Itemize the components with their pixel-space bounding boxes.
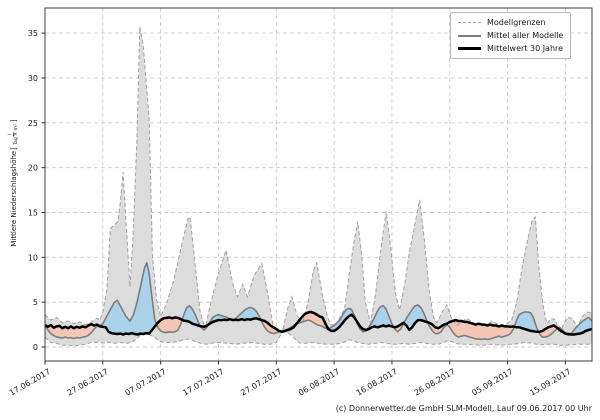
model-mean-line bbox=[44, 261, 593, 341]
y-axis-unit-bracket-close: ] bbox=[10, 119, 18, 123]
y-tick-label: 15 bbox=[28, 208, 38, 217]
x-tick-label: 17.07.2017 bbox=[181, 367, 225, 398]
x-tick-label: 26.08.2017 bbox=[413, 367, 457, 398]
x-tick-label: 16.08.2017 bbox=[355, 367, 399, 398]
copyright-text: (c) Donnerwetter.de GmbH SLM-Modell, Lau… bbox=[335, 404, 592, 413]
legend-label: Mittelwert 30 Jahre bbox=[487, 44, 564, 53]
x-tick-label: 27.06.2017 bbox=[66, 367, 110, 398]
y-axis-label-text: Mittlere Niederschlagshöhe bbox=[10, 150, 18, 247]
legend-label: Mittel aller Modelle bbox=[487, 31, 564, 40]
y-tick-label: 25 bbox=[28, 119, 38, 128]
dashed-line-sample-icon bbox=[458, 22, 481, 23]
y-tick-label: 35 bbox=[28, 29, 38, 38]
y-axis-unit-bracket-open: [ bbox=[10, 147, 18, 150]
model-max-line bbox=[44, 26, 593, 337]
thick-line-sample-icon bbox=[458, 47, 481, 50]
y-tick-label: 30 bbox=[28, 74, 38, 83]
x-tick-label: 27.07.2017 bbox=[239, 367, 283, 398]
y-axis-label: Mittlere Niederschlagshöhe [ l Tag × m² … bbox=[8, 119, 20, 247]
x-tick-label: 06.08.2017 bbox=[297, 367, 341, 398]
y-axis-unit-denominator: Tag × m² bbox=[14, 124, 20, 146]
y-tick-label: 0 bbox=[33, 343, 38, 352]
y-tick-label: 10 bbox=[28, 253, 38, 262]
legend-item-modellgrenzen: Modellgrenzen bbox=[458, 17, 563, 28]
x-tick-label: 05.09.2017 bbox=[470, 367, 514, 398]
legend-item-mittel-aller-modelle: Mittel aller Modelle bbox=[458, 30, 563, 41]
legend: Modellgrenzen Mittel aller Modelle Mitte… bbox=[450, 12, 572, 59]
y-tick-label: 5 bbox=[33, 298, 38, 307]
y-tick-label: 20 bbox=[28, 164, 38, 173]
x-tick-label: 07.07.2017 bbox=[123, 367, 167, 398]
y-axis-unit-fraction: l Tag × m² bbox=[8, 124, 20, 145]
mean-30yr-line bbox=[44, 310, 593, 336]
x-tick-label: 15.09.2017 bbox=[528, 367, 572, 398]
legend-item-mittelwert-30-jahre: Mittelwert 30 Jahre bbox=[458, 43, 563, 54]
model-range-band bbox=[45, 26, 592, 346]
x-tick-label: 17.06.2017 bbox=[8, 367, 52, 398]
model-min-line bbox=[44, 331, 592, 347]
solid-line-sample-icon bbox=[458, 34, 481, 37]
plot-border bbox=[44, 7, 593, 362]
drier-than-normal-area bbox=[45, 312, 592, 340]
legend-label: Modellgrenzen bbox=[487, 18, 546, 27]
